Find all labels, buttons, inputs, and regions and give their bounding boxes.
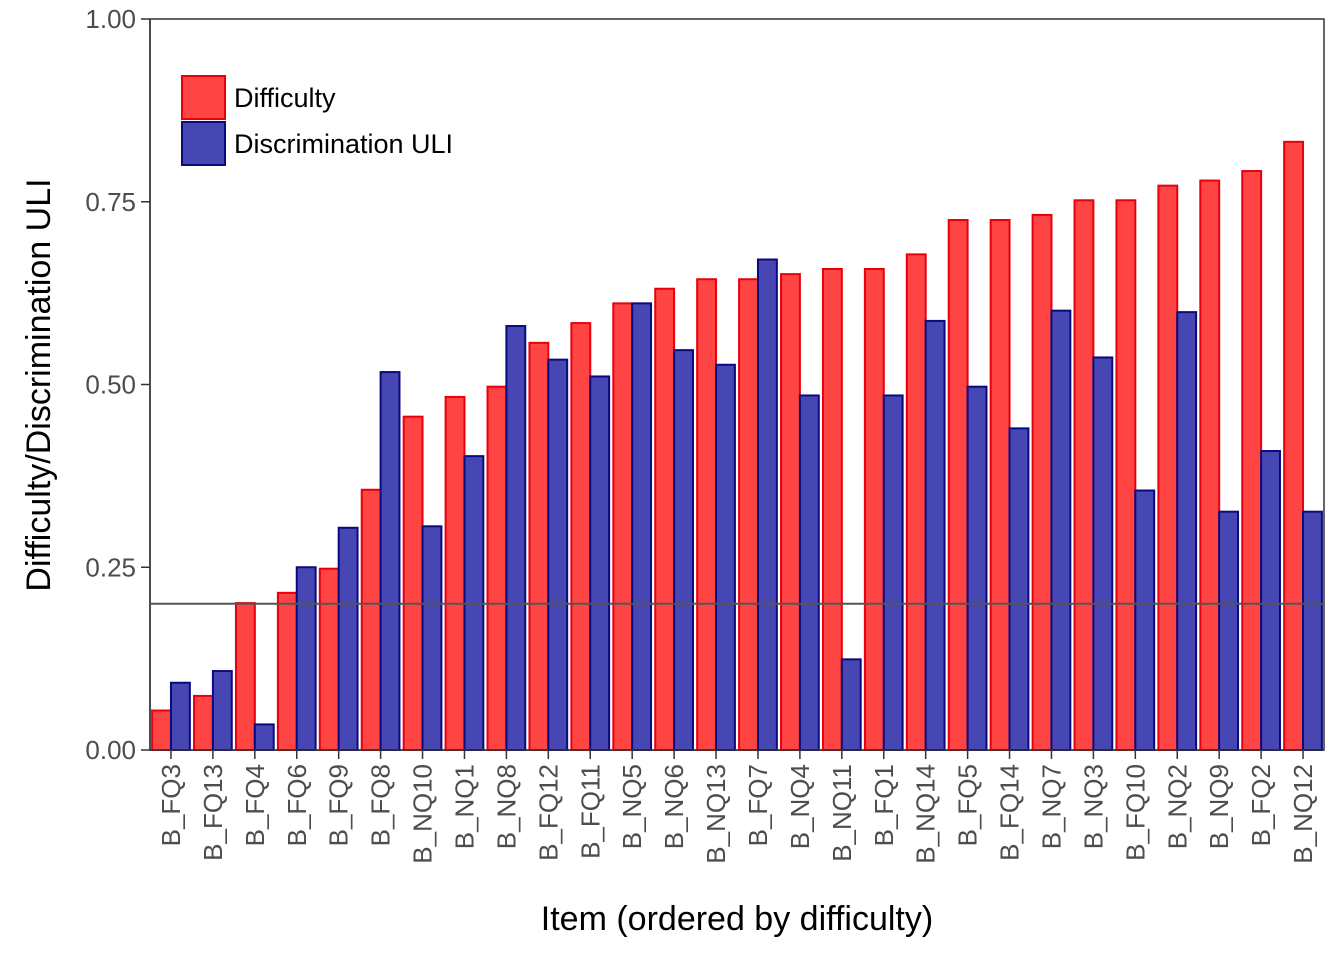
difficulty-bar	[486, 385, 508, 751]
x-tick-label: B_NQ10	[408, 764, 438, 864]
x-tick-label: B_FQ9	[324, 764, 354, 846]
x-tick-label: B_FQ7	[743, 764, 773, 846]
discrimination-bar	[1260, 450, 1281, 751]
difficulty-bar	[1241, 170, 1263, 752]
difficulty-bar	[863, 268, 885, 751]
x-tick-label: B_FQ14	[995, 764, 1025, 861]
discrimination-bar	[631, 302, 653, 751]
discrimination-bar	[1092, 356, 1114, 751]
discrimination-bar	[1134, 489, 1156, 751]
difficulty-bar	[1115, 199, 1137, 751]
discrimination-bar	[1302, 510, 1323, 751]
x-tick-label: B_FQ1	[869, 764, 899, 846]
x-tick-label: B_FQ4	[240, 764, 270, 846]
x-tick-label: B_NQ11	[827, 764, 857, 862]
x-tick-label: B_NQ12	[1288, 764, 1318, 864]
difficulty-bar	[905, 253, 927, 752]
legend-label-discrimination: Discrimination ULI	[234, 129, 453, 159]
difficulty-bar	[402, 415, 424, 751]
x-tick-label: B_FQ12	[533, 764, 563, 861]
discrimination-bar	[966, 385, 988, 751]
discrimination-bar	[924, 319, 946, 751]
difficulty-bar	[989, 219, 1011, 751]
discrimination-bar	[715, 363, 736, 751]
discrimination-bar	[253, 723, 275, 751]
y-tick-label: 0.75	[85, 187, 136, 217]
discrimination-bar	[673, 349, 694, 751]
y-axis-title: Difficulty/Discrimination ULI	[20, 178, 58, 591]
difficulty-bar	[444, 395, 466, 751]
discrimination-bar	[1050, 309, 1072, 751]
difficulty-bar	[1157, 184, 1179, 751]
legend-key-discrimination	[181, 121, 226, 166]
x-tick-label: B_FQ3	[156, 764, 186, 846]
difficulty-bar	[318, 567, 340, 751]
discrimination-bar	[882, 394, 904, 751]
x-tick-label: B_NQ5	[617, 764, 647, 849]
discrimination-bar	[840, 658, 862, 752]
difficulty-bar	[234, 602, 256, 751]
discrimination-bar	[589, 375, 611, 751]
y-tick-label: 1.00	[85, 4, 136, 34]
x-axis: B_FQ3 B_FQ13 B_FQ4 B_FQ6 B_FQ9 B_FQ8 B_NQ10 B_N…	[150, 749, 1324, 864]
difficulty-bar	[612, 302, 634, 751]
x-axis-title: Item (ordered by difficulty)	[541, 900, 933, 938]
difficulty-bar	[360, 488, 382, 751]
x-tick-label: B_NQ7	[1036, 764, 1066, 849]
discrimination-bar	[798, 394, 820, 751]
legend-key-difficulty	[181, 75, 226, 120]
difficulty-bar	[151, 709, 172, 751]
x-tick-label: B_NQ4	[785, 764, 815, 849]
difficulty-bar	[654, 287, 676, 751]
x-tick-label: B_NQ6	[659, 764, 689, 849]
difficulty-bar	[528, 341, 550, 751]
difficulty-bar	[1073, 199, 1095, 751]
difficulty-bar	[696, 278, 718, 751]
legend-label-difficulty: Difficulty	[234, 83, 336, 113]
discrimination-bar	[547, 358, 569, 751]
difficulty-bar	[1199, 179, 1221, 751]
y-tick-label: 0.50	[85, 370, 136, 400]
x-tick-label: B_NQ2	[1162, 764, 1192, 849]
x-tick-label: B_FQ2	[1246, 764, 1276, 846]
x-tick-label: B_NQ9	[1204, 764, 1234, 849]
difficulty-bar	[193, 694, 214, 752]
y-axis: 0.00 0.25 0.50 0.75 1.00	[85, 4, 151, 765]
x-tick-label: B_FQ8	[366, 764, 396, 846]
bar-series	[151, 140, 1323, 752]
discrimination-bar	[1008, 427, 1030, 751]
discrimination-bar	[505, 325, 527, 751]
x-tick-label: B_FQ13	[198, 764, 228, 861]
x-tick-label: B_NQ3	[1078, 764, 1108, 849]
difficulty-bar	[780, 273, 801, 751]
difficulty-bar	[738, 278, 759, 751]
discrimination-bar	[421, 525, 443, 752]
difficulty-bar	[1283, 140, 1305, 752]
y-tick-label: 0.25	[85, 552, 136, 582]
x-tick-label: B_FQ10	[1120, 764, 1150, 861]
discrimination-bar	[1218, 510, 1240, 751]
x-tick-label: B_NQ1	[449, 764, 479, 849]
x-tick-label: B_NQ8	[491, 764, 521, 849]
difficulty-bar	[821, 268, 843, 751]
discrimination-bar	[1176, 311, 1198, 751]
x-tick-label: B_NQ14	[911, 764, 941, 864]
x-tick-label: B_NQ13	[701, 764, 731, 864]
x-tick-label: B_FQ5	[953, 764, 983, 846]
legend: Difficulty Discrimination ULI	[181, 75, 453, 166]
difficulty-bar	[1031, 213, 1053, 751]
difficulty-bar	[947, 219, 969, 751]
discrimination-bar	[211, 670, 233, 751]
discrimination-bar	[379, 371, 401, 751]
discrimination-bar	[337, 526, 359, 751]
difficulty-bar	[570, 322, 592, 751]
discrimination-bar	[756, 258, 778, 751]
x-tick-label: B_FQ6	[282, 764, 312, 846]
y-tick-label: 0.00	[85, 735, 136, 765]
difficulty-bar	[276, 591, 298, 752]
discrimination-bar	[169, 681, 191, 751]
discrimination-bar	[295, 566, 317, 751]
x-tick-label: B_FQ11	[575, 764, 605, 859]
